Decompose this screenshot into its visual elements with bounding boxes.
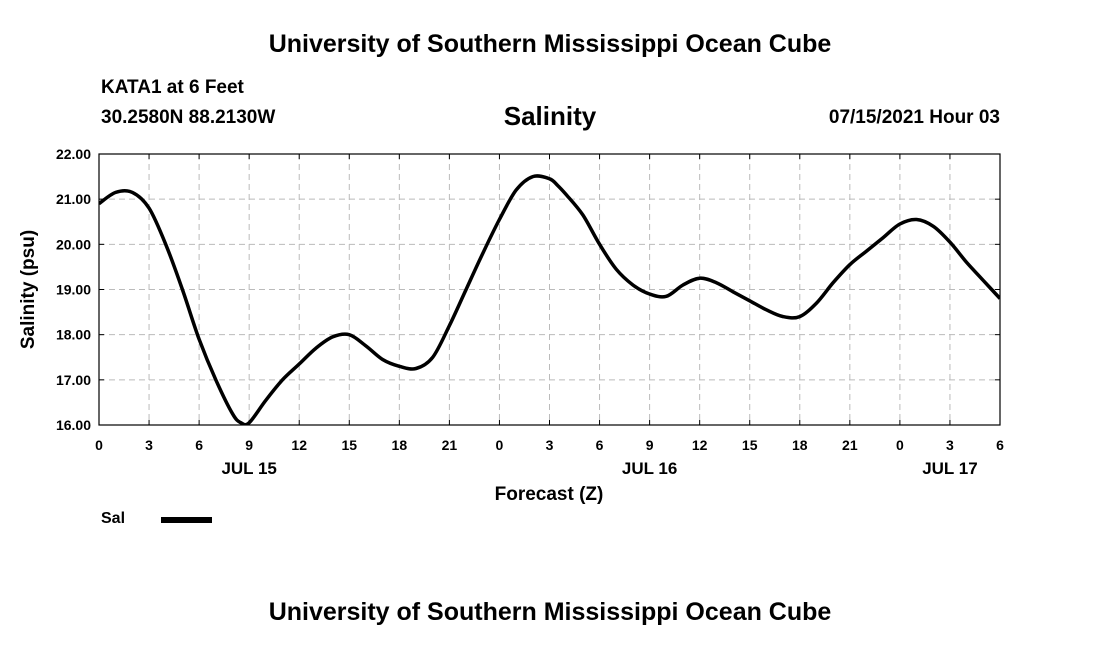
x-tick-label: 3: [946, 437, 954, 453]
station-coordinates: 30.2580N 88.2130W: [101, 107, 276, 128]
x-tick-label: 3: [145, 437, 153, 453]
x-tick-label: 21: [442, 437, 458, 453]
series-line-sal: [99, 174, 1000, 425]
x-tick-label: 3: [546, 437, 554, 453]
date-label: JUL 15: [221, 459, 276, 478]
date-label: JUL 16: [622, 459, 677, 478]
x-tick-label: 0: [896, 437, 904, 453]
x-tick-label: 0: [95, 437, 103, 453]
forecast-datetime: 07/15/2021 Hour 03: [828, 107, 1000, 128]
y-tick-label: 17.00: [56, 372, 91, 388]
x-tick-label: 12: [692, 437, 708, 453]
x-tick-label: 6: [195, 437, 203, 453]
y-axis-title: Salinity (psu): [18, 230, 39, 349]
x-tick-label: 9: [245, 437, 253, 453]
x-tick-label: 12: [291, 437, 307, 453]
x-tick-label: 6: [596, 437, 604, 453]
y-tick-label: 18.00: [56, 327, 91, 343]
y-tick-label: 21.00: [56, 191, 91, 207]
y-tick-label: 22.00: [56, 146, 91, 162]
legend-label: Sal: [101, 510, 126, 527]
y-tick-label: 19.00: [56, 282, 91, 298]
x-tick-label: 9: [646, 437, 654, 453]
chart-title: Salinity: [503, 101, 597, 131]
x-tick-label: 18: [792, 437, 808, 453]
x-tick-label: 0: [496, 437, 504, 453]
x-tick-label: 15: [742, 437, 758, 453]
x-tick-label: 21: [842, 437, 858, 453]
x-axis-title: Forecast (Z): [495, 484, 604, 505]
x-tick-label: 6: [996, 437, 1004, 453]
x-tick-label: 15: [341, 437, 357, 453]
legend-swatch: [161, 517, 212, 523]
y-tick-label: 16.00: [56, 417, 91, 433]
date-label: JUL 17: [922, 459, 977, 478]
page-title: University of Southern Mississippi Ocean…: [268, 30, 832, 58]
y-tick-label: 20.00: [56, 236, 91, 252]
station-label: KATA1 at 6 Feet: [101, 77, 244, 98]
footer-title: University of Southern Mississippi Ocean…: [268, 598, 832, 626]
x-tick-label: 18: [392, 437, 408, 453]
